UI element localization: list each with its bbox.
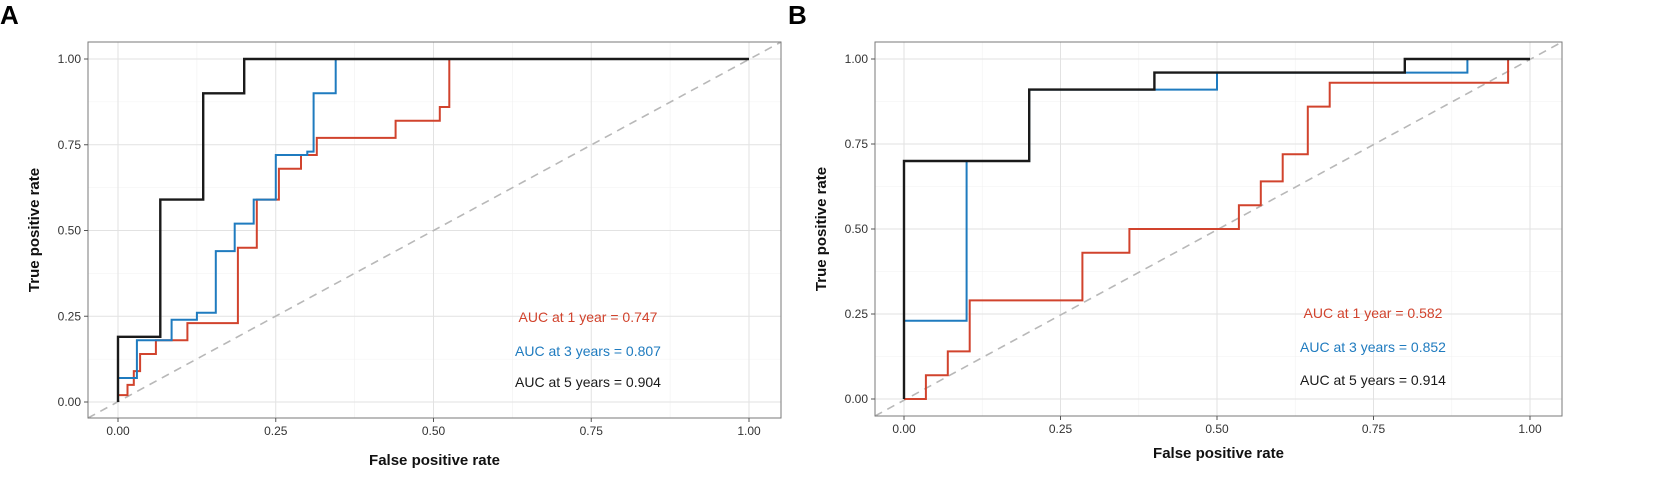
y-axis-title: True positive rate: [26, 168, 43, 292]
diagonal-reference-line: [87, 41, 782, 419]
panel-b: B 0.00 0.25 0.50 0.75 1.00 0.00 0.25 0.50 0.75 1.0…: [788, 0, 1563, 462]
x-tick-label: 0.00: [106, 424, 130, 438]
roc-curve-3-years: [117, 59, 337, 402]
diagonal-reference-line: [874, 41, 1563, 417]
y-tick-label: 1.00: [58, 52, 82, 66]
x-tick-label: 0.75: [1362, 422, 1386, 436]
panel-label-b: B: [788, 0, 807, 30]
y-tick-label: 1.00: [845, 52, 869, 66]
panel-a: A 0.00 0.25 0.50 0.75 1.00 0.00 0.25 0.50 0.75 1.0…: [0, 0, 782, 469]
roc-curve-1-year: [904, 59, 1510, 400]
x-tick-label: 0.50: [1205, 422, 1229, 436]
panel-label-a: A: [0, 0, 19, 30]
y-tick-label: 0.75: [845, 137, 869, 151]
x-axis-title: False positive rate: [1153, 445, 1284, 462]
auc-label-1-year: AUC at 1 year = 0.747: [519, 309, 658, 325]
roc-curve-5-years: [902, 57, 1530, 399]
x-axis-title: False positive rate: [369, 452, 500, 469]
x-tick-label: 1.00: [1518, 422, 1542, 436]
x-tick-label: 0.75: [580, 424, 604, 438]
y-tick-label: 0.50: [58, 224, 82, 238]
roc-curve-5-years: [116, 57, 749, 402]
y-tick-label: 0.25: [845, 307, 869, 321]
x-tick-label: 0.50: [422, 424, 446, 438]
auc-label-5-years: AUC at 5 years = 0.914: [1300, 372, 1446, 388]
x-tick-label: 1.00: [737, 424, 761, 438]
x-tick-label: 0.25: [1049, 422, 1073, 436]
y-tick-label: 0.75: [58, 138, 82, 152]
x-tick-label: 0.25: [264, 424, 288, 438]
y-tick-label: 0.00: [845, 392, 869, 406]
y-tick-label: 0.25: [58, 309, 82, 323]
auc-label-3-years: AUC at 3 years = 0.852: [1300, 339, 1446, 355]
y-tick-label: 0.50: [845, 222, 869, 236]
y-axis-title: True positive rate: [813, 167, 830, 291]
auc-label-5-years: AUC at 5 years = 0.904: [515, 374, 661, 390]
y-tick-label: 0.00: [58, 395, 82, 409]
auc-label-3-years: AUC at 3 years = 0.807: [515, 343, 661, 359]
x-tick-label: 0.00: [892, 422, 916, 436]
auc-label-1-year: AUC at 1 year = 0.582: [1304, 305, 1443, 321]
